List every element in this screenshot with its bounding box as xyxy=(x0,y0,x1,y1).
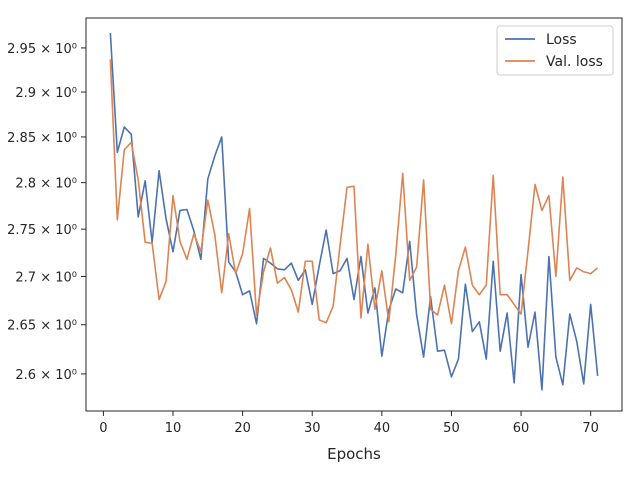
x-tick-label: 0 xyxy=(99,421,107,436)
x-tick-label: 60 xyxy=(513,421,530,436)
series-line-loss xyxy=(109,33,599,391)
series-lines xyxy=(109,33,599,391)
legend: Loss Val. loss xyxy=(496,25,614,76)
plot-area-frame xyxy=(85,17,623,412)
x-tick-label: 40 xyxy=(374,421,391,436)
y-tick-label: 2.85 × 10⁰ xyxy=(7,131,77,146)
x-tick-label: 30 xyxy=(304,421,321,436)
x-tick-label: 70 xyxy=(582,421,599,436)
y-tick-label: 2.8 × 10⁰ xyxy=(15,177,77,192)
x-tick-label: 50 xyxy=(443,421,460,436)
y-tick-label: 2.75 × 10⁰ xyxy=(7,223,77,238)
y-tick-label: 2.65 × 10⁰ xyxy=(7,319,77,334)
x-tick-label: 10 xyxy=(165,421,182,436)
x-axis-ticks: 0 10 20 30 40 50 60 70 xyxy=(99,411,599,436)
legend-label-val-loss: Val. loss xyxy=(546,54,603,70)
y-tick-label: 2.95 × 10⁰ xyxy=(7,42,77,57)
x-axis-label: Epochs xyxy=(327,445,381,463)
y-tick-label: 2.6 × 10⁰ xyxy=(15,368,77,383)
y-tick-label: 2.9 × 10⁰ xyxy=(15,86,77,101)
x-tick-label: 20 xyxy=(234,421,251,436)
y-tick-label: 2.7 × 10⁰ xyxy=(15,270,77,285)
legend-label-loss: Loss xyxy=(546,32,577,48)
y-axis-ticks: 2.6 × 10⁰ 2.65 × 10⁰ 2.7 × 10⁰ 2.75 × 10⁰ 2.… xyxy=(7,42,86,383)
series-line-val-loss xyxy=(109,59,599,325)
